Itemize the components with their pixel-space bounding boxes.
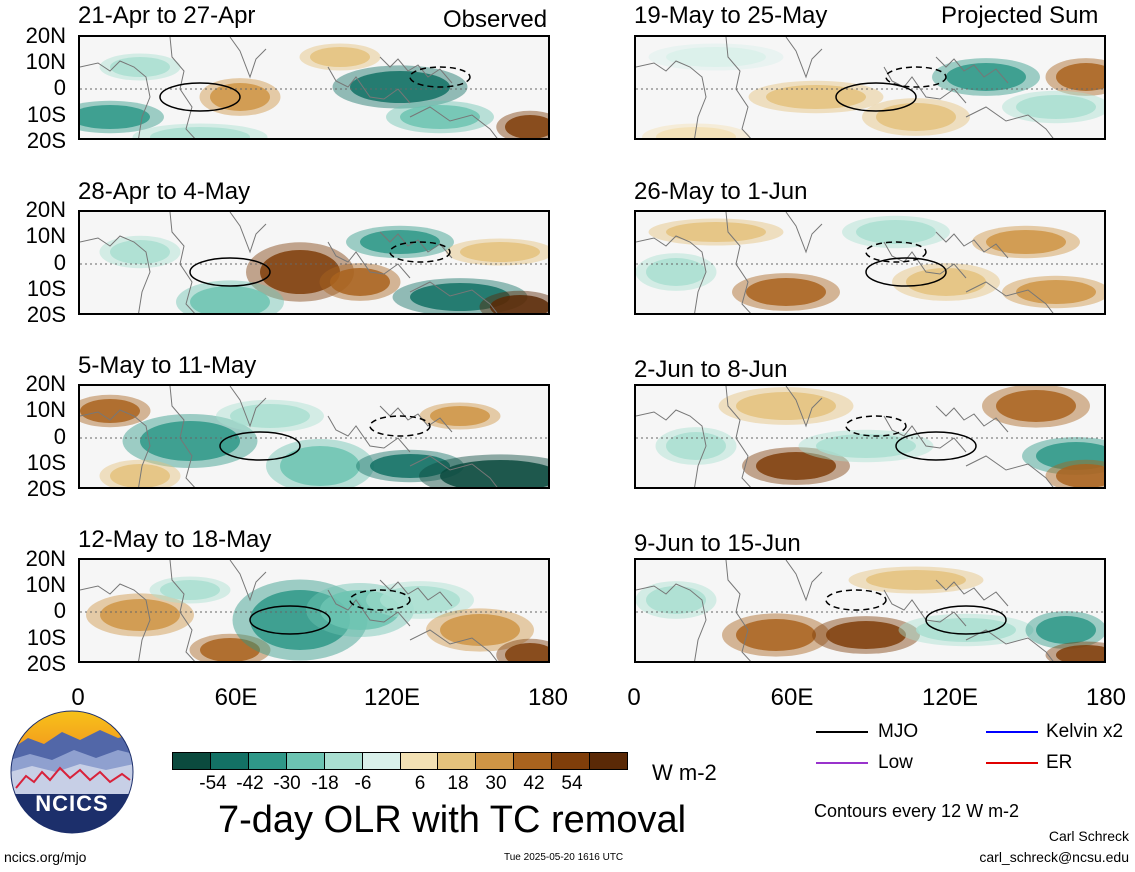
map-panel-proj-1 <box>634 35 1106 140</box>
legend-label-kelvin: Kelvin x2 <box>1046 721 1124 742</box>
colorbar-label: -42 <box>236 773 264 794</box>
lat-label: 0 <box>53 250 66 275</box>
legend-label-er: ER <box>1046 752 1073 773</box>
lat-label: 0 <box>53 75 66 100</box>
lat-label: 20N <box>25 23 66 48</box>
colorbar-label: -54 <box>199 773 227 794</box>
ncics-logo: NCICS <box>10 710 134 834</box>
lat-label: 20S <box>26 128 66 153</box>
footer-url[interactable]: ncics.org/mjo <box>4 849 87 865</box>
footer-timestamp: Tue 2025-05-20 1616 UTC <box>504 852 624 863</box>
lon-label: 180 <box>527 684 569 711</box>
lon-label: 60E <box>214 684 258 711</box>
map-panel-obs-1 <box>78 35 550 140</box>
colorbar-label: 18 <box>447 773 469 794</box>
colorbar-label: 6 <box>414 773 426 794</box>
map-panel-proj-4 <box>634 558 1106 663</box>
colorbar-cell <box>589 753 628 769</box>
panel-title-proj-3: 2-Jun to 8-Jun <box>634 356 788 383</box>
lat-label: 10S <box>26 450 66 475</box>
lon-label: 120E <box>921 684 979 711</box>
map-panel-obs-2 <box>78 210 550 315</box>
legend-swatch-kelvin <box>986 731 1038 733</box>
colorbar-cell <box>513 753 552 769</box>
panel-title-proj-2: 26-May to 1-Jun <box>634 178 808 205</box>
map-panel-obs-3 <box>78 384 550 489</box>
map-panel-proj-2 <box>634 210 1106 315</box>
panel-title-obs-3: 5-May to 11-May <box>78 352 257 379</box>
colorbar-label: 54 <box>561 773 583 794</box>
legend-swatch-er <box>986 762 1038 764</box>
colorbar-cell <box>209 753 248 769</box>
lon-label: 180 <box>1085 684 1127 711</box>
lat-label: 0 <box>53 424 66 449</box>
lon-label: 60E <box>770 684 814 711</box>
legend-swatch-mjo <box>816 731 868 733</box>
colorbar-label: 30 <box>485 773 507 794</box>
legend-label-mjo: MJO <box>878 721 919 742</box>
panel-title-proj-1: 19-May to 25-May <box>634 2 828 29</box>
lat-label: 20N <box>25 197 66 222</box>
footer-author: Carl Schreck <box>1048 828 1129 844</box>
lat-label: 10S <box>26 625 66 650</box>
colorbar-cell <box>173 753 210 769</box>
logo-text: NCICS <box>35 791 109 816</box>
legend-swatch-low <box>816 762 868 764</box>
projected-header: Projected Sum <box>941 2 1099 29</box>
lat-label: 10N <box>25 572 66 597</box>
panel-title-proj-4: 9-Jun to 15-Jun <box>634 530 801 557</box>
lat-label: 20S <box>26 302 66 327</box>
lon-label: 120E <box>363 684 421 711</box>
main-title: 7-day OLR with TC removal <box>218 799 687 841</box>
colorbar-label: -6 <box>354 773 372 794</box>
lat-label: 20N <box>25 371 66 396</box>
map-panel-proj-3 <box>634 384 1106 489</box>
colorbar-units: W m-2 <box>652 760 717 785</box>
colorbar-cell <box>285 753 324 769</box>
lat-label: 0 <box>53 598 66 623</box>
colorbar-cell <box>551 753 590 769</box>
map-panel-obs-4 <box>78 558 550 663</box>
colorbar-cell <box>437 753 476 769</box>
lat-label: 20N <box>25 546 66 571</box>
lat-label: 10S <box>26 102 66 127</box>
colorbar-label: 42 <box>523 773 545 794</box>
contour-note: Contours every 12 W m-2 <box>814 801 1020 821</box>
colorbar-cell <box>361 753 400 769</box>
lon-label: 0 <box>71 684 85 711</box>
lat-label: 10N <box>25 49 66 74</box>
colorbar-cell <box>247 753 286 769</box>
legend-label-low: Low <box>878 752 913 773</box>
lon-label: 0 <box>627 684 641 711</box>
colorbar-cell <box>399 753 438 769</box>
observed-header: Observed <box>443 6 548 33</box>
footer-email[interactable]: carl_schreck@ncsu.edu <box>979 849 1129 865</box>
colorbar-cell <box>475 753 514 769</box>
colorbar-cell <box>323 753 362 769</box>
lat-label: 20S <box>26 476 66 501</box>
colorbar-label: -30 <box>273 773 301 794</box>
colorbar <box>172 752 628 770</box>
lat-label: 10N <box>25 223 66 248</box>
lat-label: 10N <box>25 397 66 422</box>
panel-title-obs-1: 21-Apr to 27-Apr <box>78 2 256 29</box>
panel-title-obs-2: 28-Apr to 4-May <box>78 178 251 205</box>
panel-title-obs-4: 12-May to 18-May <box>78 526 272 553</box>
colorbar-label: -18 <box>311 773 339 794</box>
lat-label: 10S <box>26 276 66 301</box>
lat-label: 20S <box>26 651 66 676</box>
